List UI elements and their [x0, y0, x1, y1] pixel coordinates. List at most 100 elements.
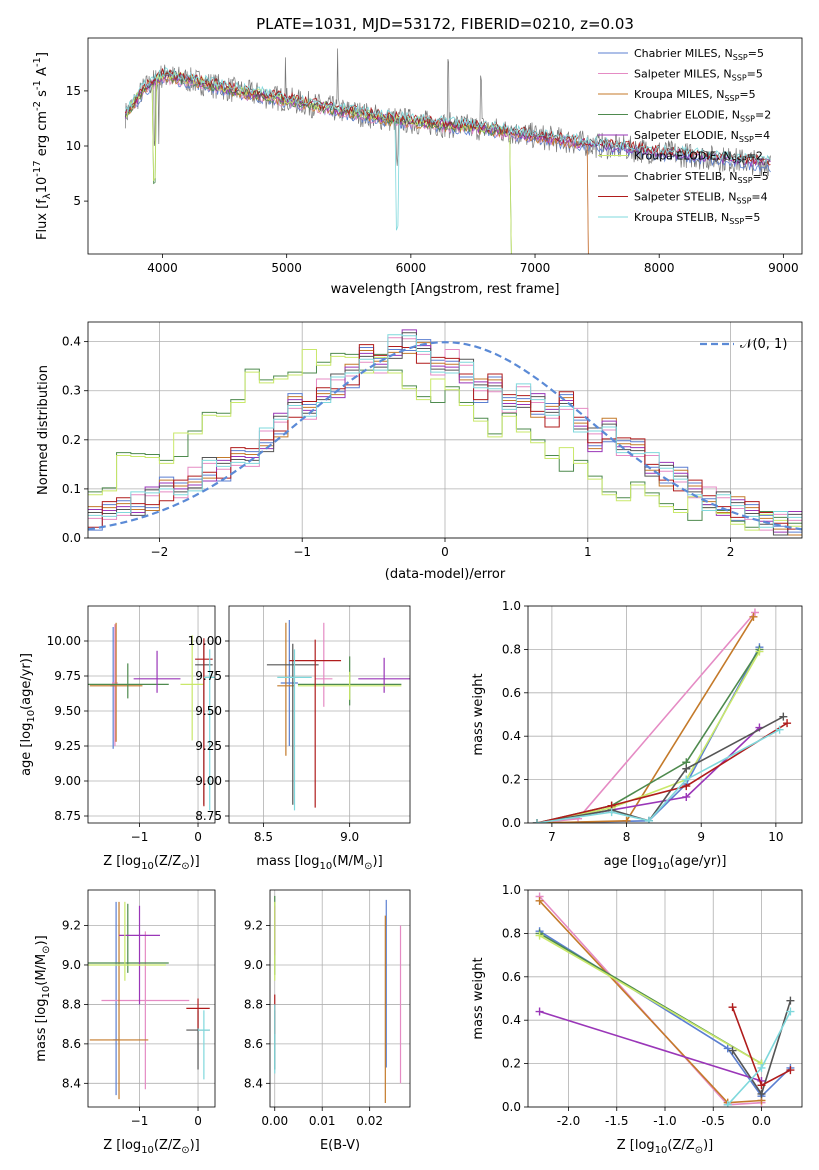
weight_vs_age-line-8: [536, 722, 788, 823]
age_vs_Z-xtick-label: 0: [194, 830, 202, 844]
weight_vs_Z-xtick-label: -2.0: [557, 1114, 580, 1128]
weight_vs_age-ytick-label: 0.2: [502, 773, 521, 787]
weight_vs_Z-marker: [728, 1003, 737, 1012]
mass_vs_Z-ytick-label: 8.4: [62, 1076, 81, 1090]
legend-entry-4: Chabrier ELODIE, NSSP=2: [634, 109, 771, 124]
weight_vs_age-ytick-label: 0.0: [502, 816, 521, 830]
weight_vs_Z-ylabel: mass weight: [471, 957, 486, 1039]
weight_vs_age-marker: [775, 725, 784, 734]
residual-histogram-9: [88, 334, 802, 528]
age_vs_mass-xtick-label: 9.0: [340, 830, 359, 844]
age_vs_mass-ytick-label: 9.25: [195, 739, 222, 753]
weight_vs_age-xtick-label: 8: [623, 830, 631, 844]
weight_vs_age-marker: [750, 608, 759, 617]
mass_vs_EBV-ytick-label: 8.4: [244, 1076, 263, 1090]
weight_vs_age-marker: [622, 816, 631, 823]
weight_vs_Z-ytick-label: 0.0: [502, 1100, 521, 1114]
residual-histogram-3: [88, 342, 802, 536]
weight_vs_Z-ytick-label: 0.6: [502, 970, 521, 984]
weight_vs_Z-ytick-label: 0.4: [502, 1013, 521, 1027]
weight_vs_age-marker: [779, 712, 788, 721]
residual-histogram-7: [88, 332, 802, 536]
age_vs_mass-ytick-label: 9.50: [195, 704, 222, 718]
legend-entry-1: Chabrier MILES, NSSP=5: [634, 47, 764, 62]
residuals-ytick-label: 0.2: [62, 433, 81, 447]
legend-entry-6: Kroupa ELODIE, NSSP=2: [634, 150, 763, 165]
weight_vs_Z-xtick-label: 0.0: [752, 1114, 771, 1128]
mass_vs_EBV-ytick-label: 8.8: [244, 997, 263, 1011]
age_vs_Z-ytick-label: 10.00: [47, 634, 81, 648]
weight_vs_age-marker: [644, 816, 653, 823]
residuals-ytick-label: 0.1: [62, 482, 81, 496]
weight_vs_Z-marker: [723, 1100, 732, 1107]
spectrum-frame: [87, 37, 803, 255]
weight_vs_Z-axes: -2.0 -1.5 -1.0 -0.5 0.0 0.0 0.2 0.4 0.6 0.8 1.0 Z […: [471, 883, 803, 1156]
spectrum-model-line-9: [124, 67, 771, 231]
residuals-ytick-label: 0.4: [62, 335, 81, 349]
residual-histogram-8: [88, 344, 802, 530]
weight_vs_Z-xlabel: Z [log10(Z/Z⊙)]: [617, 1138, 713, 1156]
residuals-legend-label: 𝒩(0, 1): [740, 337, 787, 352]
weight_vs_Z-xtick-label: -0.5: [702, 1114, 725, 1128]
mass_vs_EBV-xtick-label: 0.00: [261, 1114, 288, 1128]
residuals-axes: −2 −1 0 1 2 0.0 0.1 0.2 0.3 0.4 𝒩(0, 1) (data-model…: [36, 321, 803, 582]
spectrum-model-line-2: [125, 72, 589, 254]
legend-entry-7: Chabrier STELIB, NSSP=5: [634, 170, 769, 185]
weight_vs_Z-marker: [535, 896, 544, 905]
weight_vs_Z-ytick-label: 1.0: [502, 883, 521, 897]
age_vs_Z-frame: [87, 605, 216, 824]
spectrum-model-line-3: [125, 73, 589, 254]
age_vs_Z-xlabel: Z [log10(Z/Z⊙)]: [103, 854, 199, 872]
mass_vs_Z-ytick-label: 9.2: [62, 919, 81, 933]
age_vs_mass-xtick-label: 8.5: [254, 830, 273, 844]
residuals-ytick-label: 0.0: [62, 531, 81, 545]
legend-entry-3: Kroupa MILES, NSSP=5: [634, 88, 756, 103]
weight_vs_Z-marker: [728, 1046, 737, 1055]
weight_vs_Z-xtick-label: -1.5: [605, 1114, 628, 1128]
mass_vs_Z-xlabel: Z [log10(Z/Z⊙)]: [103, 1138, 199, 1156]
age_vs_mass-frame: [228, 605, 411, 824]
weight_vs_age-xtick-label: 9: [697, 830, 705, 844]
age_vs_mass-axes: 8.5 9.0 8.75 9.00 9.25 9.50 9.75 10.00 mass [log…: [188, 605, 411, 872]
residuals-xtick-label: 1: [584, 545, 592, 559]
spectrum-xtick-label: 5000: [271, 261, 302, 275]
weight_vs_Z-ytick-label: 0.2: [502, 1057, 521, 1071]
spectrum-ytick-label: 15: [66, 84, 81, 98]
mass_vs_Z-frame: [87, 889, 216, 1108]
mass_vs_Z-ylabel: mass [log10(M/M⊙)]: [34, 935, 52, 1061]
weight_vs_age-ylabel: mass weight: [471, 673, 486, 755]
mass_vs_Z-ytick-label: 8.6: [62, 1037, 81, 1051]
mass_vs_EBV-ytick-label: 8.6: [244, 1037, 263, 1051]
spectrum-legend: Chabrier MILES, NSSP=5 Salpeter MILES, NS…: [598, 47, 771, 226]
age_vs_Z-plot-area: [88, 622, 215, 811]
weight_vs_age-marker: [783, 719, 792, 728]
age_vs_Z-ytick-label: 9.25: [54, 739, 81, 753]
weight_vs_age-marker: [607, 808, 616, 817]
weight_vs_age-ytick-label: 0.4: [502, 729, 521, 743]
weight_vs_age-marker: [749, 612, 758, 621]
age_vs_mass-ytick-label: 9.00: [195, 774, 222, 788]
spectrum-axes: 4000 5000 6000 7000 8000 9000 5 10 15 wavelength …: [32, 37, 803, 297]
residuals-xtick-label: 0: [441, 545, 449, 559]
age_vs_Z-ytick-label: 9.00: [54, 774, 81, 788]
mass_vs_Z-axes: −1 0 8.4 8.6 8.8 9.0 9.2 Z [log10(Z/Z⊙)] mass [l…: [34, 889, 216, 1156]
weight_vs_age-xlabel: age [log10(age/yr)]: [604, 854, 727, 872]
residuals-plot-area: [88, 329, 802, 536]
weight_vs_age-line-6: [536, 651, 761, 823]
weight_vs_age-xtick-label: 7: [548, 830, 556, 844]
weight_vs_Z-marker: [757, 1089, 766, 1098]
spectrum-xlabel: wavelength [Angstrom, rest frame]: [331, 282, 560, 297]
mass_vs_EBV-xtick-label: 0.02: [356, 1114, 383, 1128]
weight_vs_age-plot-area: [532, 608, 792, 823]
mass_vs_EBV-frame: [269, 889, 411, 1108]
residuals-frame: [87, 321, 803, 539]
legend-entry-5: Salpeter ELODIE, NSSP=4: [634, 129, 770, 144]
weight_vs_Z-marker: [786, 996, 795, 1005]
weight_vs_Z-frame: [527, 889, 803, 1108]
spectrum-ylabel: Flux [fλ10-17 erg cm-2 s-1 A-1]: [32, 52, 53, 240]
mass_vs_Z-ytick-label: 8.8: [62, 997, 81, 1011]
residuals-ytick-label: 0.3: [62, 384, 81, 398]
age_vs_mass-ytick-label: 8.75: [195, 809, 222, 823]
residuals-xlabel: (data-model)/error: [385, 567, 506, 582]
weight_vs_Z-line-3: [539, 900, 762, 1104]
